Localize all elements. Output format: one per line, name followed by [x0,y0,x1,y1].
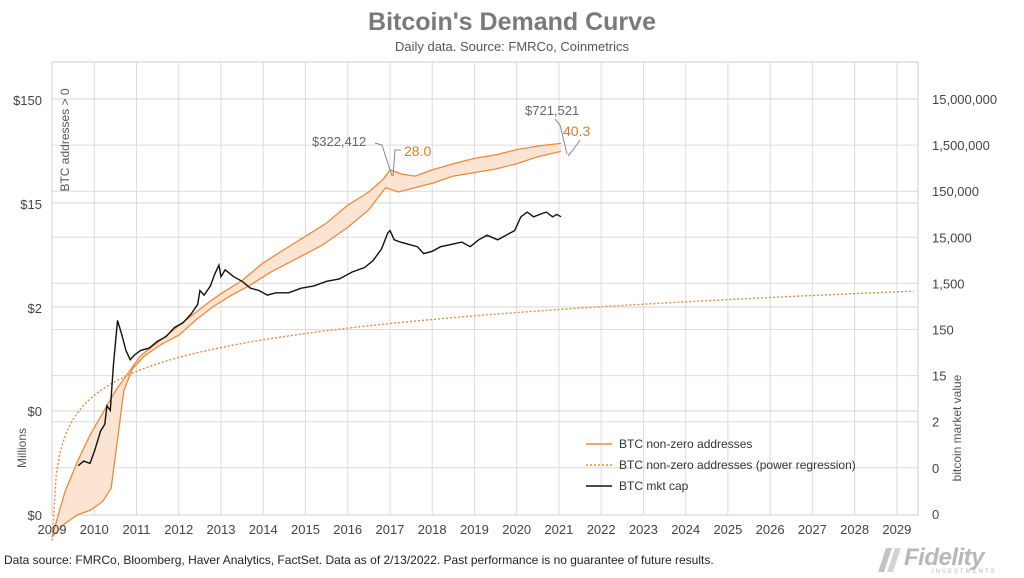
x-tick-label: 2019 [460,522,489,537]
plot-border [51,61,919,516]
left-tick-label: $2 [28,301,42,316]
left-tick-label: $0 [28,404,42,419]
logo-subtext: INVESTMENTS [932,569,997,575]
address-series-upper-line [51,142,562,538]
peak-2017-multiple-label: 28.0 [404,143,431,159]
x-tick-label: 2024 [671,522,700,537]
right-tick-label: 0 [932,461,939,476]
right-tick-label: 2 [932,415,939,430]
x-tick-label: 2011 [123,522,151,537]
chart-title: Bitcoin's Demand Curve [368,8,656,36]
x-tick-label: 2018 [418,522,447,537]
x-tick-label: 2014 [249,522,278,537]
x-tick-label: 2017 [375,522,404,537]
chart-subtitle: Daily data. Source: FMRCo, Coinmetrics [394,39,630,54]
x-tick-label: 2023 [629,522,658,537]
x-tick-label: 2009 [38,522,67,537]
right-tick-label: 15,000 [932,230,972,245]
peak-2021-multiple-label: 40.3 [563,123,590,139]
peak-2021-value-label: $721,521 [525,103,579,118]
x-axis: 2009 2010 2011 2012 2013 2014 2015 2016 2017 2018… [38,522,912,537]
legend-label: BTC non-zero addresses [619,437,752,451]
right-tick-label: 1,500 [932,276,965,291]
x-tick-label: 2013 [207,522,236,537]
right-axis-label: bitcoin market value [950,374,964,481]
x-tick-label: 2020 [502,522,531,537]
right-tick-label: 150 [932,323,954,338]
multiple-2017-leader-line [392,149,401,177]
left-tick-label: $150 [13,93,42,108]
peak-2021-leader-line [554,118,568,155]
legend: BTC non-zero addresses BTC non-zero addre… [586,437,856,493]
x-tick-label: 2027 [798,522,827,537]
x-tick-label: 2028 [840,522,869,537]
fidelity-mark-icon [878,548,901,572]
regression-series-line [51,290,914,541]
x-tick-label: 2026 [756,522,785,537]
fidelity-logo: Fidelity INVESTMENTS [874,544,1024,578]
left-tick-label: $15 [20,197,42,212]
x-tick-label: 2012 [164,522,193,537]
right-axis: 15,000,0001,500,000150,00015,0001,500150… [932,92,997,522]
x-tick-label: 2010 [80,522,109,537]
peak-2017-leader-line [374,142,393,177]
right-tick-label: 1,500,000 [932,138,990,153]
left-axis-label: Millions [15,428,29,468]
logo-wordmark: Fidelity [904,544,985,571]
right-tick-label: 15,000,000 [932,92,997,107]
legend-label: BTC mkt cap [619,479,689,493]
footnote: Data source: FMRCo, Bloomberg, Haver Ana… [4,553,714,567]
legend-label: BTC non-zero addresses (power regression… [619,458,856,472]
peak-2017-value-label: $322,412 [312,134,366,149]
left-tick-label: $0 [28,508,42,523]
left-axis: $150 $15 $2 $0 $0 [13,93,42,523]
x-tick-label: 2025 [713,522,742,537]
x-tick-label: 2029 [882,522,911,537]
right-tick-label: 150,000 [932,184,979,199]
x-tick-label: 2016 [333,522,362,537]
gridlines [51,62,918,516]
x-tick-label: 2021 [544,522,573,537]
multiple-2021-leader-line [567,139,581,157]
right-tick-label: 15 [932,369,946,384]
right-tick-label: 0 [932,507,939,522]
mktcap-series-line [77,211,562,467]
x-tick-label: 2022 [587,522,616,537]
address-series-lower-line [51,150,562,538]
x-tick-label: 2015 [291,522,320,537]
address-band-fill [52,143,561,537]
left-secondary-axis-label: BTC addresses > 0 [58,88,72,191]
